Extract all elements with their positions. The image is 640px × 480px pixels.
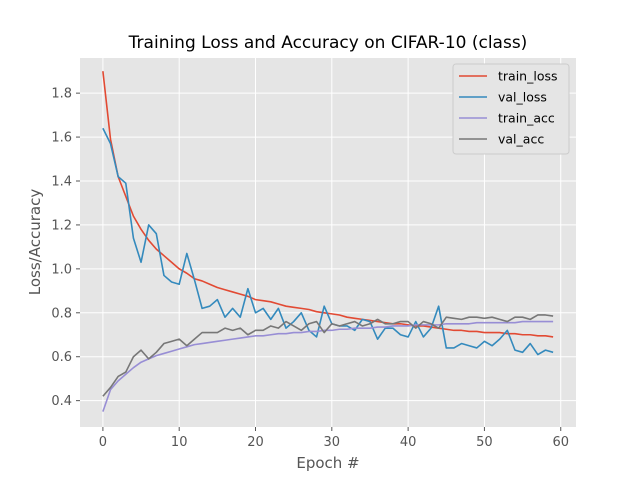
y-tick-label: 0.8: [51, 306, 72, 321]
y-tick-label: 0.6: [51, 350, 72, 365]
x-tick-label: 50: [476, 435, 493, 450]
y-tick-label: 1.4: [51, 175, 72, 190]
series-layer: [102, 71, 554, 412]
x-axis-label: Epoch #: [296, 454, 359, 472]
legend: train_loss val_loss train_acc val_acc: [452, 63, 570, 155]
legend-label-val-loss: val_loss: [498, 90, 547, 105]
x-tick-label: 20: [247, 435, 264, 450]
series-line-val-acc: [102, 314, 554, 397]
y-tick-label: 1.2: [51, 218, 72, 233]
x-tick-label: 0: [99, 435, 107, 450]
y-tick-label: 1.6: [51, 131, 72, 146]
x-tick-label: 30: [324, 435, 341, 450]
x-tick-label: 60: [552, 435, 569, 450]
x-tick-label: 10: [171, 435, 188, 450]
legend-label-train-acc: train_acc: [498, 111, 555, 126]
chart-title: Training Loss and Accuracy on CIFAR-10 (…: [128, 33, 528, 53]
y-ticks: 0.4 0.6 0.8 1.0 1.2 1.4 1.6 1.8: [51, 87, 80, 409]
series-line-train-acc: [102, 320, 554, 412]
y-tick-label: 0.4: [51, 394, 72, 409]
y-tick-label: 1.0: [51, 262, 72, 277]
x-ticks: 0 10 20 30 40 50 60: [99, 427, 569, 450]
y-axis-label: Loss/Accuracy: [26, 189, 44, 296]
legend-label-val-acc: val_acc: [498, 132, 544, 147]
series-line-val-loss: [102, 127, 554, 356]
legend-box: [452, 63, 570, 155]
x-tick-label: 40: [400, 435, 417, 450]
y-tick-label: 1.8: [51, 87, 72, 102]
legend-label-train-loss: train_loss: [498, 69, 558, 84]
